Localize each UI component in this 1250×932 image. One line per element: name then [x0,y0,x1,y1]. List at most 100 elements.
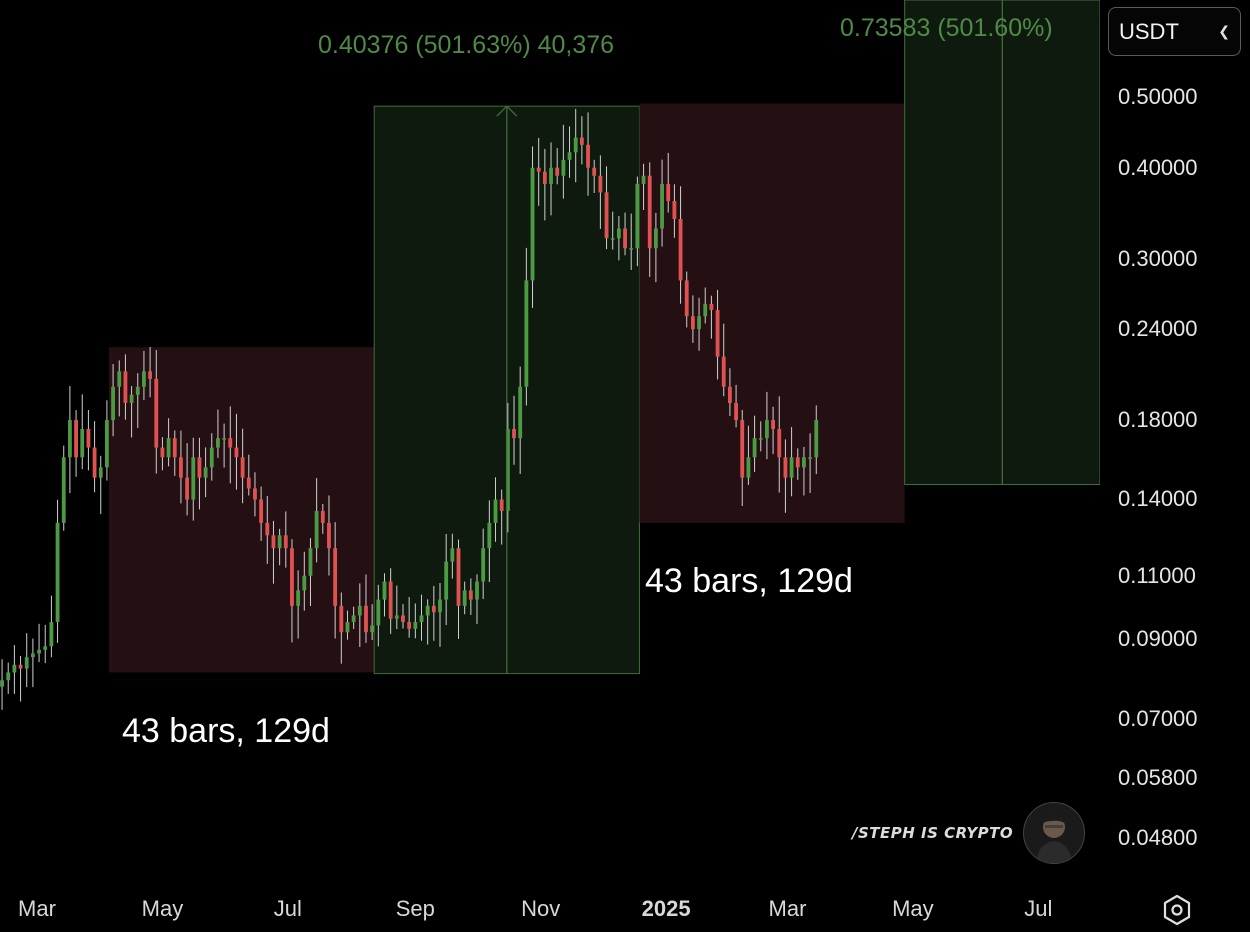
candle-79 [487,500,492,583]
candle-104 [641,163,646,210]
candle-body [148,371,153,379]
candle-body [647,175,652,249]
candle-67 [413,603,418,639]
currency-select[interactable]: USDT ❮ [1108,7,1241,56]
candle-76 [468,578,473,615]
candle-body [61,457,66,523]
candle-111 [684,271,689,328]
candle-34 [209,433,214,481]
candle-body [166,438,171,458]
candle-83 [512,395,516,465]
candle-63 [388,568,393,634]
candle-118 [727,368,732,416]
candle-body [616,228,621,239]
candle-body [456,548,461,606]
candle-131 [808,433,813,493]
range-zones [108,0,1100,675]
candle-body [512,428,516,439]
candle-body [715,309,720,357]
candle-17 [105,400,109,481]
candle-54 [333,522,338,639]
candle-body [203,467,208,478]
candle-124 [765,391,769,460]
candle-120 [740,409,745,506]
measure-arrow-head-1 [496,105,518,117]
y-tick-label: 0.24000 [1118,316,1198,342]
y-tick-label: 0.07000 [1118,705,1198,731]
candle-body [419,615,424,623]
candle-body [228,438,233,448]
candle-body [697,316,701,330]
candle-body [98,467,103,478]
candle-body [635,183,640,249]
candle-body [67,420,72,458]
candle-45 [277,528,282,566]
candle-96 [592,159,597,193]
candle-body [727,386,732,403]
candle-89 [549,142,553,216]
candle-body [382,581,387,600]
measure-lines [496,0,1003,674]
candle-body [302,575,307,591]
candle-84 [518,366,523,474]
y-tick-label: 0.14000 [1118,486,1198,512]
candle-47 [290,539,294,643]
candle-body [74,420,78,458]
candle-50 [308,538,313,606]
candle-body [37,649,41,654]
candle-body [327,522,331,549]
candle-body [394,615,399,619]
candle-117 [721,323,726,397]
candle-44 [271,520,276,584]
date-range-zone-0 [108,347,375,673]
candle-body [92,447,97,478]
candle-24 [148,346,153,398]
candle-112 [690,295,695,343]
candle-body [579,137,584,145]
candle-body [24,657,29,669]
candle-body [586,144,590,168]
candle-body [30,653,35,658]
candle-body [592,167,597,176]
candle-90 [555,148,560,185]
candle-116 [715,289,720,380]
candle-body [12,664,17,673]
candle-86 [530,146,535,308]
x-tick-label: Jul [1024,896,1053,921]
candle-body [678,219,683,281]
candle-body [179,457,183,478]
candle-39 [240,428,245,504]
candle-127 [783,439,788,513]
candle-body [771,420,775,429]
candle-body [758,438,763,440]
y-tick-label: 0.04800 [1118,824,1198,850]
candle-129 [795,448,800,480]
candle-body [660,183,664,229]
candle-64 [394,585,399,630]
hexagon-settings-icon[interactable] [1160,893,1194,927]
candle-30 [185,443,190,516]
y-tick-label: 0.05800 [1118,764,1198,790]
candle-48 [296,570,301,639]
candle-body [573,137,578,153]
candle-85 [524,247,529,406]
candle-body [561,159,566,176]
candle-body [721,356,726,387]
x-tick-label: Nov [521,896,561,921]
candle-body [376,599,381,626]
candle-9 [55,499,60,643]
candle-1 [6,662,11,694]
candle-body [6,672,11,681]
candle-102 [629,213,634,270]
candle-body [55,522,60,623]
candle-body [86,428,91,448]
price-chart[interactable] [0,0,1100,932]
candle-body [542,171,547,184]
candle-body [197,457,202,478]
candle-106 [653,212,658,283]
candle-body [18,664,23,669]
chevron-down-icon: ❮ [1218,23,1230,39]
candle-14 [86,409,91,471]
y-tick-label: 0.30000 [1118,245,1198,271]
candle-68 [419,594,424,641]
